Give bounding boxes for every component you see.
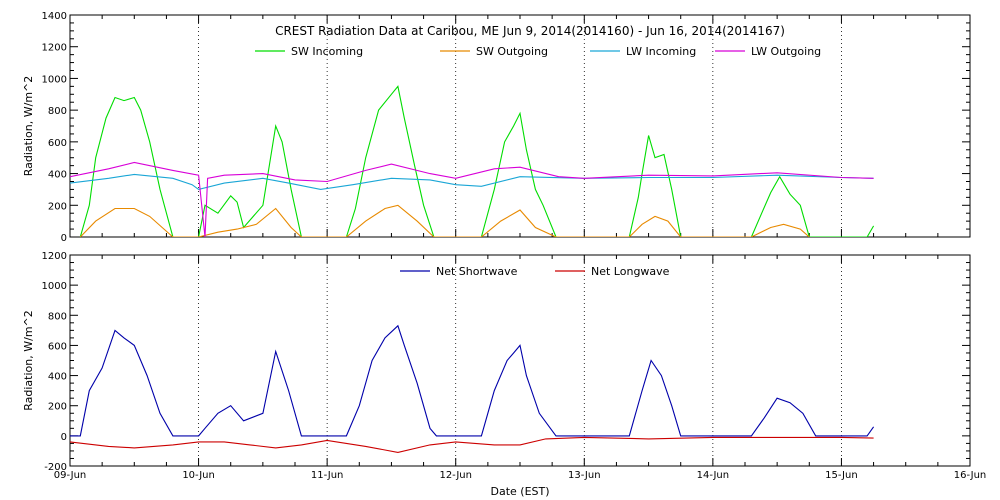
legend-label: SW Incoming [291,45,363,58]
legend-label: SW Outgoing [476,45,548,58]
series-line-net-longwave [70,436,874,453]
bottom-panel: -200 0 200 400 600 800 1000 1200 09-Jun 10-Jun 11-… [22,251,986,481]
legend-label: LW Outgoing [751,45,821,58]
y-tick-label: 1200 [42,251,67,262]
x-tick-label: 12-Jun [439,470,472,481]
x-axis-label: Date (EST) [490,485,549,498]
legend-label: Net Longwave [591,265,670,278]
y-tick-label: 1000 [42,281,67,292]
y-tick-label: 800 [48,311,67,322]
y-tick-label: 1000 [42,74,67,85]
x-tick-label: 09-Jun [54,470,87,481]
x-tick-label: 11-Jun [311,470,344,481]
series-line-net-shortwave [70,324,875,437]
x-tick-label: 16-Jun [954,470,987,481]
y-tick-label: 0 [61,233,67,244]
y-tick-label: 0 [61,432,67,443]
legend-label: Net Shortwave [436,265,518,278]
series-line-lw-incoming [70,173,874,190]
series-line-sw-outgoing [79,204,810,237]
y-tick-label: -200 [44,462,67,473]
y-tick-label: 800 [48,106,67,117]
legend-label: LW Incoming [626,45,696,58]
plot-frame [69,254,971,467]
y-tick-label: 200 [48,402,67,413]
series-line-sw-incoming [79,85,875,237]
y-tick-label: 400 [48,170,67,181]
series-line-lw-outgoing [70,161,874,237]
y-tick-label: 600 [48,341,67,352]
x-tick-label: 15-Jun [825,470,858,481]
y-tick-label: 1400 [42,11,67,22]
y-tick-label: 400 [48,372,67,383]
y-tick-label: 200 [48,201,67,212]
x-tick-label: 10-Jun [182,470,215,481]
y-tick-label: 1200 [42,43,67,54]
y-tick-label: 600 [48,138,67,149]
top-panel: 0 200 400 600 800 1000 1200 1400 Radiation, W/m^… [22,11,971,244]
y-axis-label: Radiation, W/m^2 [22,310,35,411]
x-tick-label: 13-Jun [568,470,601,481]
chart-title: CREST Radiation Data at Caribou, ME Jun … [275,24,785,38]
x-tick-label: 14-Jun [697,470,730,481]
y-axis-label: Radiation, W/m^2 [22,76,35,177]
